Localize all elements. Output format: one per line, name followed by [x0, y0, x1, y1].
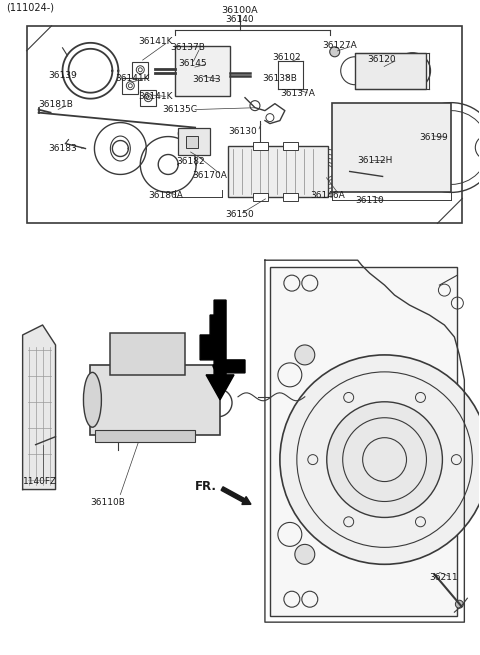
- Circle shape: [295, 544, 315, 565]
- Polygon shape: [23, 325, 56, 489]
- Text: 36181B: 36181B: [38, 100, 73, 109]
- Text: 36141K: 36141K: [138, 37, 173, 47]
- Text: 36199: 36199: [420, 133, 448, 142]
- Text: 36211: 36211: [430, 572, 458, 582]
- Text: 36138B: 36138B: [262, 74, 297, 83]
- Bar: [355, 53, 426, 88]
- Text: 36143: 36143: [192, 75, 221, 84]
- Text: 36141K: 36141K: [115, 74, 150, 83]
- Text: 36127A: 36127A: [323, 41, 358, 50]
- Bar: [96, 430, 195, 441]
- Text: (111024-): (111024-): [6, 3, 54, 13]
- Bar: [175, 46, 230, 96]
- FancyArrow shape: [206, 300, 234, 400]
- Text: 36139: 36139: [48, 71, 77, 80]
- Circle shape: [28, 476, 37, 485]
- Text: 36146A: 36146A: [310, 191, 345, 200]
- Circle shape: [327, 402, 443, 517]
- Text: 36140: 36140: [226, 16, 254, 24]
- Text: 36170A: 36170A: [192, 171, 227, 180]
- Bar: [253, 141, 268, 149]
- Circle shape: [35, 443, 41, 449]
- Circle shape: [180, 51, 220, 90]
- Circle shape: [280, 355, 480, 565]
- Bar: [26, 26, 462, 223]
- Text: 36145: 36145: [178, 59, 207, 68]
- Circle shape: [330, 47, 340, 57]
- Bar: [253, 193, 268, 201]
- Circle shape: [178, 128, 188, 139]
- Ellipse shape: [84, 373, 101, 427]
- Text: 36137A: 36137A: [280, 89, 315, 98]
- Text: 36110B: 36110B: [90, 498, 125, 507]
- Polygon shape: [200, 315, 245, 373]
- Bar: [178, 128, 210, 155]
- Bar: [122, 78, 138, 94]
- Bar: [132, 62, 148, 78]
- Text: 36120: 36120: [368, 55, 396, 64]
- Text: FR.: FR.: [195, 480, 217, 493]
- Bar: [186, 136, 198, 147]
- Bar: [270, 267, 457, 616]
- Bar: [228, 145, 328, 197]
- Bar: [110, 333, 185, 375]
- Text: 1140FZ: 1140FZ: [23, 477, 57, 486]
- Text: 36137B: 36137B: [170, 43, 205, 52]
- Text: 36183: 36183: [48, 144, 77, 153]
- Bar: [283, 141, 298, 149]
- Text: 36130: 36130: [228, 127, 257, 136]
- Bar: [332, 103, 451, 193]
- Text: 36135C: 36135C: [162, 105, 197, 114]
- Polygon shape: [265, 260, 464, 622]
- Bar: [283, 193, 298, 201]
- Text: 36150: 36150: [226, 210, 254, 219]
- Text: 36102: 36102: [272, 53, 300, 62]
- Bar: [140, 90, 156, 105]
- Text: 36110: 36110: [356, 196, 384, 205]
- FancyArrow shape: [221, 487, 251, 504]
- Text: 36141K: 36141K: [138, 92, 173, 101]
- Circle shape: [456, 600, 463, 608]
- Circle shape: [295, 345, 315, 365]
- Text: 36100A: 36100A: [222, 7, 258, 16]
- Text: 36180A: 36180A: [148, 191, 183, 200]
- Text: 36182: 36182: [176, 157, 205, 166]
- Text: 36112H: 36112H: [358, 156, 393, 165]
- Bar: [90, 365, 220, 435]
